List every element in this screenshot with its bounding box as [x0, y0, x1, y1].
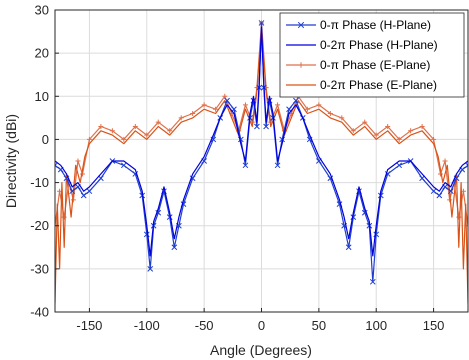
data-point	[155, 119, 161, 125]
legend-item: 0-2π Phase (E-Plane)	[286, 78, 437, 92]
data-point	[171, 244, 178, 251]
data-point	[166, 214, 173, 220]
data-point	[55, 162, 58, 169]
data-point	[396, 162, 403, 169]
legend-box	[279, 12, 465, 98]
y-axis-ticks: -40 -30 -20 -10 0 10 20 30	[30, 3, 59, 320]
data-point	[69, 188, 76, 195]
data-point	[447, 188, 454, 195]
data-point	[263, 123, 269, 130]
data-point	[456, 214, 462, 220]
data-point	[442, 158, 448, 164]
series-layer	[55, 20, 468, 304]
y-tick-label: -40	[30, 305, 49, 320]
y-tick-label: 10	[35, 89, 49, 104]
data-point	[147, 266, 154, 272]
data-point	[293, 97, 299, 104]
data-point	[436, 192, 443, 199]
data-point	[201, 102, 207, 108]
data-point	[224, 97, 230, 104]
legend-label: 0-2π Phase (H-Plane)	[320, 38, 438, 52]
legend-item: 0-2π Phase (H-Plane)	[286, 38, 438, 52]
y-tick-label: 30	[35, 3, 49, 18]
data-point	[213, 106, 219, 112]
legend-label: 0-π Phase (H-Plane)	[320, 18, 431, 32]
data-point	[430, 188, 437, 195]
data-point	[385, 123, 391, 129]
data-point	[369, 278, 376, 285]
y-tick-label: -20	[30, 218, 49, 233]
data-point	[431, 136, 437, 142]
legend-item: 0-π Phase (H-Plane)	[286, 18, 431, 32]
legend-marker	[298, 62, 304, 68]
data-point	[242, 102, 248, 108]
x-tick-label: 0	[258, 318, 265, 333]
y-tick-label: 20	[35, 46, 49, 61]
x-tick-label: -50	[195, 318, 214, 333]
y-tick-label: -10	[30, 175, 49, 190]
data-point	[121, 136, 127, 142]
x-axis-ticks: -150 -100 -50 0 50 100 150	[76, 308, 444, 333]
legend-marker	[297, 21, 305, 29]
data-point	[345, 244, 352, 251]
data-point	[350, 128, 356, 134]
data-point	[190, 111, 196, 117]
data-point	[275, 102, 281, 108]
legend-item: 0-π Phase (E-Plane)	[286, 58, 430, 72]
data-point	[86, 136, 92, 142]
data-point	[144, 132, 150, 138]
data-point	[61, 214, 67, 220]
x-tick-label: -150	[76, 318, 102, 333]
data-point	[419, 123, 425, 129]
data-point	[242, 162, 249, 169]
data-point	[316, 102, 322, 108]
data-point	[304, 106, 310, 112]
x-tick-label: 150	[423, 318, 445, 333]
data-point	[120, 162, 127, 169]
data-point	[80, 192, 87, 199]
data-point	[178, 115, 184, 121]
y-tick-label: -30	[30, 261, 49, 276]
data-point	[258, 20, 265, 26]
data-point	[465, 162, 468, 169]
data-point	[274, 162, 281, 169]
legend: 0-π Phase (H-Plane) 0-2π Phase (H-Plane) 0…	[279, 12, 465, 98]
data-point	[98, 123, 104, 129]
data-point	[109, 128, 115, 134]
data-point	[362, 119, 368, 125]
series-2	[55, 26, 468, 257]
data-point	[75, 158, 81, 164]
data-point	[86, 188, 93, 195]
data-point	[339, 115, 345, 121]
x-tick-label: 50	[312, 318, 326, 333]
x-tick-label: -100	[134, 318, 160, 333]
data-point	[350, 214, 357, 220]
series-line	[55, 26, 468, 257]
data-point	[132, 123, 138, 129]
data-point	[408, 128, 414, 134]
data-point	[373, 132, 379, 138]
y-axis-label: Directivity (dBi)	[3, 114, 19, 208]
data-point	[167, 128, 173, 134]
x-axis-label: Angle (Degrees)	[210, 342, 312, 358]
y-tick-label: 0	[42, 132, 49, 147]
data-point	[254, 123, 260, 130]
data-point	[396, 136, 402, 142]
legend-label: 0-2π Phase (E-Plane)	[320, 78, 437, 92]
x-tick-label: 100	[365, 318, 387, 333]
data-point	[327, 111, 333, 117]
legend-label: 0-π Phase (E-Plane)	[320, 58, 430, 72]
